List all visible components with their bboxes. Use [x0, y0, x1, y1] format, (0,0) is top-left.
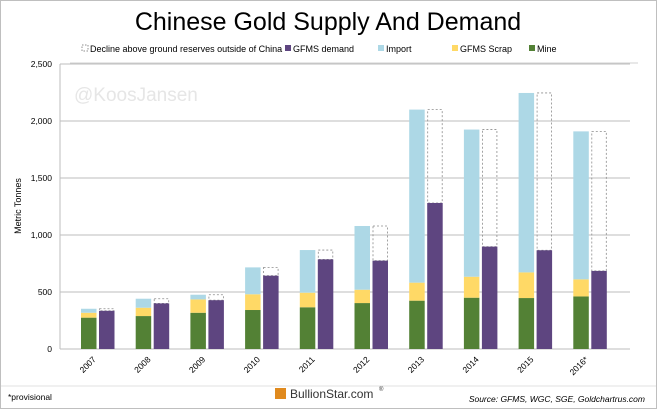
legend-swatch-icon	[529, 45, 535, 51]
bar-mine	[81, 317, 97, 349]
bullionstar-logo: BullionStar.com ®	[275, 386, 384, 401]
bar-mine	[354, 303, 370, 349]
legend-swatch-icon	[285, 45, 291, 51]
watermark: @KoosJansen	[74, 85, 198, 106]
bar-decline	[481, 129, 498, 248]
legend-swatch-dashed-icon	[81, 44, 89, 52]
legend-swatch-icon	[452, 45, 458, 51]
bar-mine	[463, 297, 480, 349]
bar-decline	[263, 266, 279, 277]
y-tick-label: 2,000	[31, 116, 53, 126]
bar-gfms-demand	[427, 202, 443, 349]
bar-decline	[153, 298, 170, 304]
bar-gfms-demand	[536, 250, 553, 349]
bar-gfms-demand	[99, 310, 115, 349]
y-tick-label: 2,500	[31, 59, 53, 69]
bar-import	[518, 92, 535, 273]
bar-import	[354, 225, 370, 290]
bar-mine	[190, 312, 206, 349]
legend-label: GFMS demand	[293, 44, 354, 54]
bar-decline	[99, 308, 115, 312]
legend-label: Decline above ground reserves outside of…	[90, 44, 282, 54]
bar-mine	[409, 300, 425, 349]
bar-gfms-demand	[372, 260, 388, 349]
y-tick-label: 0	[47, 344, 52, 354]
legend: Decline above ground reserves outside of…	[81, 44, 557, 54]
bar-decline	[591, 130, 607, 272]
bar-gfms-demand	[208, 300, 224, 349]
bar-gfms-scrap	[354, 289, 370, 304]
logo-registered: ®	[379, 386, 384, 393]
gridlines: 0 500 1,000 1,500 2,000 2,500	[31, 59, 630, 354]
bar-gfms-demand	[153, 303, 170, 349]
bar-gfms-scrap	[573, 279, 589, 297]
bar-decline	[208, 294, 224, 301]
bar-gfms-scrap	[299, 292, 316, 308]
bar-decline	[427, 109, 443, 204]
bar-gfms-scrap	[135, 307, 152, 317]
bar-import	[190, 294, 206, 300]
bar-gfms-scrap	[245, 294, 261, 311]
legend-label: Mine	[537, 44, 557, 54]
bar-import	[463, 129, 480, 277]
legend-label: GFMS Scrap	[460, 44, 512, 54]
bar-mine	[299, 307, 316, 349]
bar-import	[135, 298, 152, 308]
bar-gfms-scrap	[518, 272, 535, 299]
legend-label: Import	[386, 44, 412, 54]
bar-gfms-demand	[317, 259, 334, 349]
bar-gfms-scrap	[190, 299, 206, 313]
bar-import	[245, 267, 261, 295]
bar-mine	[518, 298, 535, 349]
y-axis-label: Metric Tonnes	[13, 178, 23, 234]
bar-import	[299, 250, 316, 293]
logo-icon	[275, 388, 286, 399]
y-tick-label: 1,000	[31, 230, 53, 240]
bar-gfms-demand	[481, 246, 498, 349]
bar-mine	[135, 316, 152, 349]
bar-gfms-scrap	[409, 282, 425, 301]
bar-mine	[573, 296, 589, 349]
logo-text: BullionStar.com	[290, 387, 373, 401]
bars	[81, 92, 607, 349]
bar-gfms-demand	[263, 275, 279, 349]
bar-gfms-scrap	[463, 276, 480, 298]
bar-mine	[245, 310, 261, 349]
bar-gfms-demand	[591, 270, 607, 349]
bar-import	[409, 109, 425, 283]
source-note: Source: GFMS, WGC, SGE, Goldchartrus.com	[469, 394, 645, 404]
legend-swatch-icon	[378, 45, 384, 51]
chart-title: Chinese Gold Supply And Demand	[135, 8, 521, 36]
bar-import	[81, 308, 97, 313]
y-tick-label: 500	[38, 287, 52, 297]
footnote: *provisional	[8, 392, 52, 402]
bar-gfms-scrap	[81, 312, 97, 318]
bar-import	[573, 131, 589, 280]
bar-decline	[536, 92, 552, 251]
y-tick-label: 1,500	[31, 173, 53, 183]
